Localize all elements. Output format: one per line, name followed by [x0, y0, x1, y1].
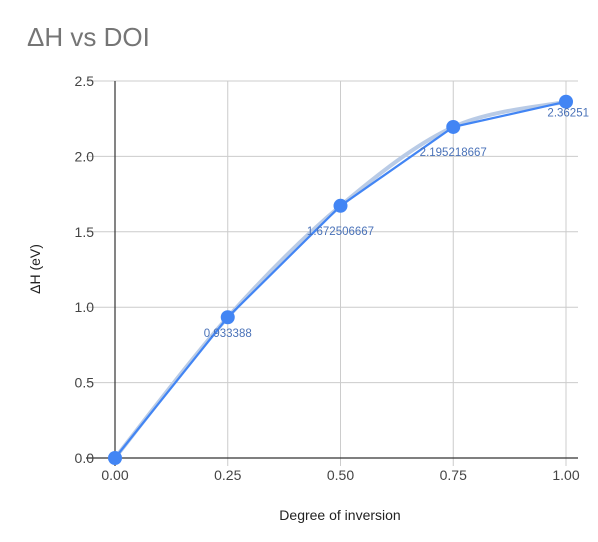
data-point	[446, 119, 461, 134]
x-tick-label: 0.50	[327, 467, 354, 483]
data-point	[220, 310, 235, 325]
y-tick-label: 1.0	[75, 299, 95, 315]
data-series	[108, 94, 573, 465]
data-label: 2.36251	[547, 108, 589, 120]
data-label: 1.672506667	[307, 226, 374, 238]
x-tick-label: 1.00	[552, 467, 579, 483]
chart-title: ΔH vs DOI	[27, 22, 150, 52]
data-labels: 0.933388 1.672506667 2.195218667 2.36251	[204, 108, 589, 341]
y-tick-label: 2.0	[75, 148, 95, 164]
data-label: 2.195218667	[420, 147, 487, 159]
y-axis-title: ΔH (eV)	[27, 244, 43, 294]
data-label: 0.933388	[204, 328, 252, 340]
x-tick-label: 0.00	[101, 467, 128, 483]
gridlines	[86, 80, 578, 466]
axes	[86, 81, 578, 466]
y-tick-label: 0.5	[75, 375, 95, 391]
x-axis-title: Degree of inversion	[279, 507, 400, 523]
y-tick-label: 1.5	[75, 224, 95, 240]
tick-labels: 0.0 0.5 1.0 1.5 2.0 2.5 0.00 0.25 0.50 0.75 1.00	[75, 73, 580, 483]
data-point	[559, 94, 573, 109]
y-tick-label: 2.5	[75, 73, 95, 89]
x-tick-label: 0.25	[214, 467, 241, 483]
data-point	[333, 198, 348, 213]
data-point	[108, 451, 122, 465]
x-tick-label: 0.75	[440, 467, 467, 483]
y-tick-label: 0.0	[75, 450, 95, 466]
